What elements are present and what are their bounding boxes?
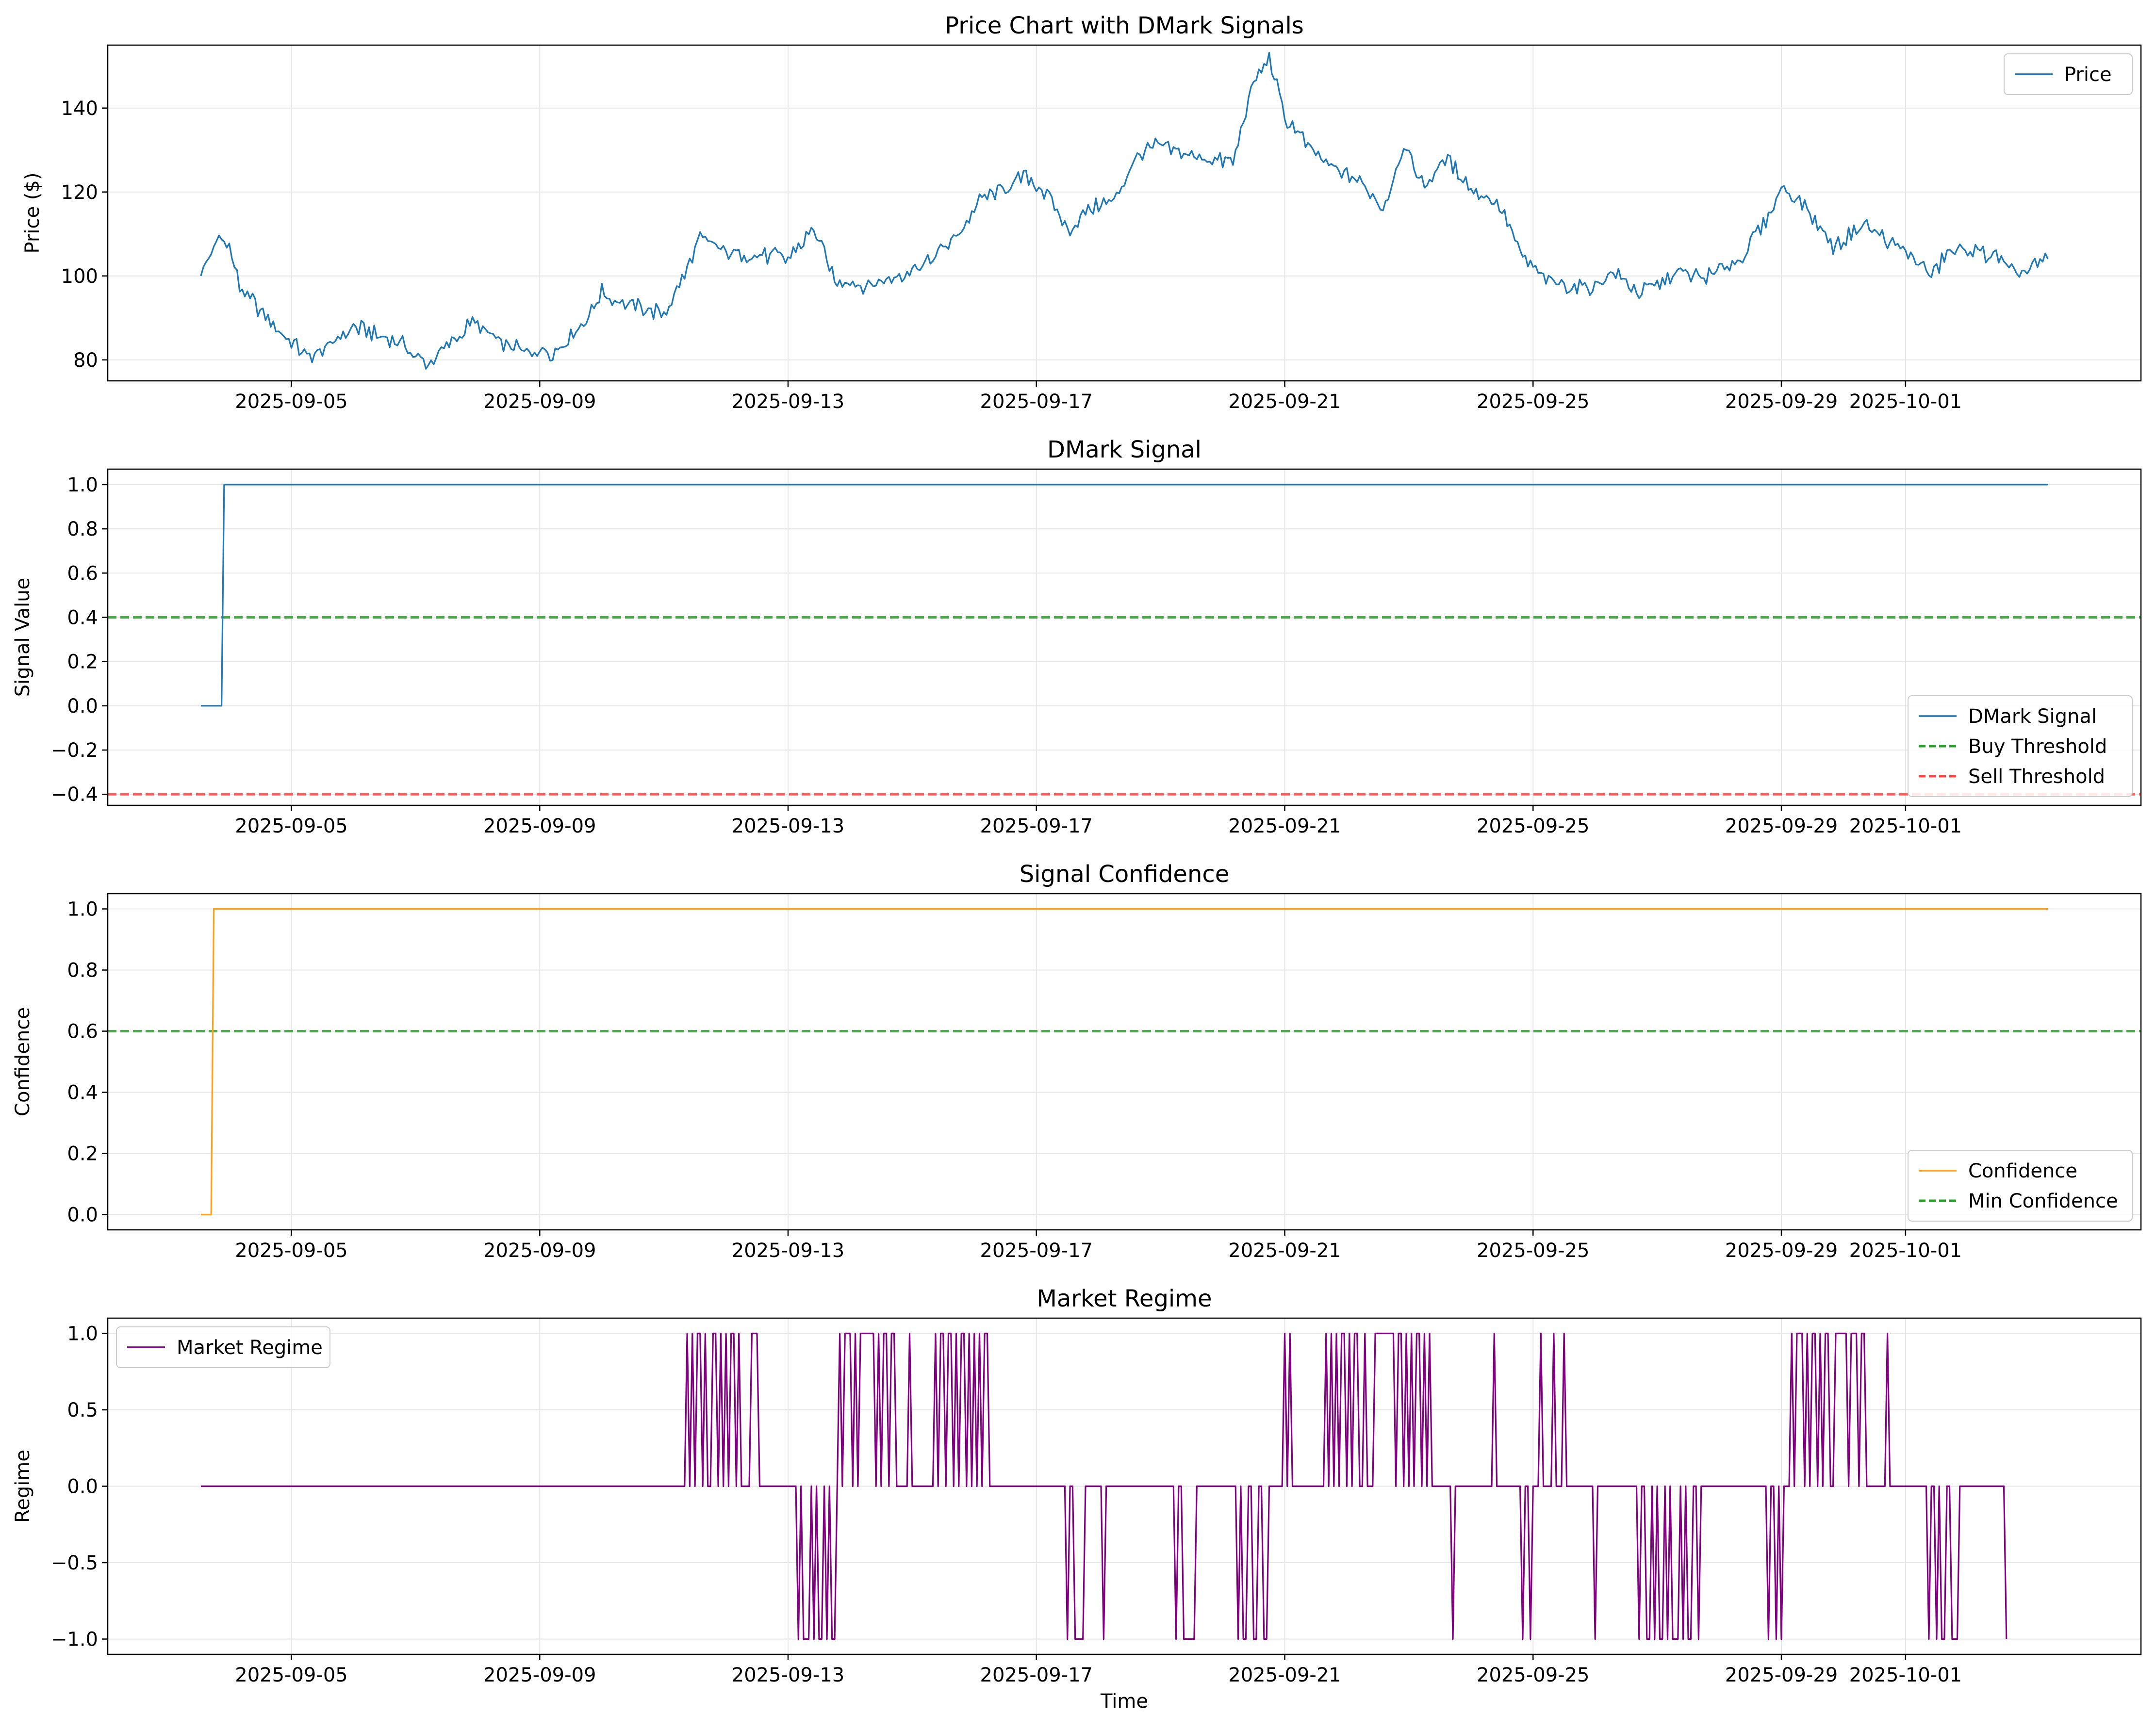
series-line-price <box>200 51 2049 370</box>
x-tick-label: 2025-09-29 <box>1725 815 1838 837</box>
y-tick-label: 0.4 <box>67 1082 98 1104</box>
y-tick-label: 0.2 <box>67 1143 98 1165</box>
legend: Confidence Min Confidence <box>1908 1150 2133 1222</box>
y-tick-label: 0.0 <box>67 1204 98 1226</box>
legend-label: Confidence <box>1968 1160 2077 1182</box>
y-tick-label: 0.0 <box>67 1476 98 1498</box>
x-tick-label: 2025-09-25 <box>1477 815 1589 837</box>
legend-label: Buy Threshold <box>1968 735 2107 758</box>
subplot-title: Signal Confidence <box>1020 861 1230 888</box>
legend-label: Min Confidence <box>1968 1190 2118 1212</box>
y-tick-label: −0.5 <box>51 1552 98 1574</box>
y-tick-label: 1.0 <box>67 474 98 496</box>
legend-label: Market Regime <box>177 1337 323 1359</box>
x-tick-label: 2025-09-13 <box>732 1664 844 1686</box>
y-tick-label: 0.4 <box>67 606 98 629</box>
x-tick-label: 2025-09-13 <box>732 815 844 837</box>
y-tick-label: −0.2 <box>51 739 98 762</box>
y-tick-label: 0.2 <box>67 651 98 673</box>
y-tick-label: 140 <box>61 98 98 120</box>
y-axis-label: Confidence <box>12 1007 34 1116</box>
x-tick-label: 2025-09-13 <box>732 1240 844 1262</box>
x-tick-label: 2025-09-17 <box>980 815 1093 837</box>
y-tick-label: 0.5 <box>67 1399 98 1421</box>
legend-box <box>1908 1150 2133 1222</box>
y-tick-label: 80 <box>73 349 98 372</box>
x-tick-label: 2025-09-25 <box>1477 391 1589 413</box>
x-tick-label: 2025-09-21 <box>1228 1240 1341 1262</box>
x-tick-label: 2025-09-29 <box>1725 1240 1838 1262</box>
x-tick-label: 2025-10-01 <box>1849 1664 1962 1686</box>
x-tick-label: 2025-09-09 <box>483 1664 596 1686</box>
x-tick-label: 2025-09-21 <box>1228 1664 1341 1686</box>
subplot-title: Price Chart with DMark Signals <box>945 12 1304 39</box>
y-tick-label: 0.0 <box>67 695 98 718</box>
y-tick-label: −0.4 <box>51 784 98 806</box>
axes-frame <box>107 468 2142 806</box>
y-tick-label: 1.0 <box>67 898 98 921</box>
legend-label: DMark Signal <box>1968 705 2097 728</box>
x-tick-label: 2025-10-01 <box>1849 1240 1962 1262</box>
y-tick-label: 1.0 <box>67 1323 98 1345</box>
y-tick-label: 0.8 <box>67 960 98 982</box>
x-tick-label: 2025-09-17 <box>980 1664 1093 1686</box>
x-tick-label: 2025-09-09 <box>483 391 596 413</box>
series-line-confidence <box>200 908 2048 1216</box>
y-tick-label: 100 <box>61 265 98 288</box>
y-tick-label: 0.6 <box>67 1021 98 1043</box>
x-tick-label: 2025-09-25 <box>1477 1664 1589 1686</box>
x-tick-label: 2025-09-05 <box>235 1240 347 1262</box>
y-tick-label: 0.8 <box>67 518 98 540</box>
legend: Price <box>2004 53 2133 95</box>
x-tick-label: 2025-09-17 <box>980 391 1093 413</box>
legend: DMark Signal Buy Threshold Sell Threshold <box>1908 695 2133 797</box>
x-tick-label: 2025-09-05 <box>235 391 347 413</box>
y-tick-label: 120 <box>61 181 98 204</box>
legend-label: Sell Threshold <box>1968 766 2105 788</box>
subplot-title: Market Regime <box>1037 1285 1212 1312</box>
x-axis-label: Time <box>1100 1690 1148 1713</box>
axes-frame <box>107 893 2142 1231</box>
x-tick-label: 2025-09-21 <box>1228 815 1341 837</box>
legend: Market Regime <box>116 1326 330 1368</box>
x-tick-label: 2025-10-01 <box>1849 391 1962 413</box>
x-tick-label: 2025-09-17 <box>980 1240 1093 1262</box>
y-tick-label: 0.6 <box>67 562 98 585</box>
subplot-4: 2025-09-05 2025-09-09 2025-09-13 2025-09-17… <box>12 1285 2142 1713</box>
subplot-3: 2025-09-05 2025-09-09 2025-09-13 2025-09-17… <box>12 861 2142 1262</box>
y-axis-label: Price ($) <box>21 173 44 254</box>
series-line-dmark-signal <box>200 484 2048 707</box>
subplot-2: 2025-09-05 2025-09-09 2025-09-13 2025-09-17… <box>12 436 2142 837</box>
x-tick-label: 2025-10-01 <box>1849 815 1962 837</box>
legend-box <box>116 1326 330 1368</box>
x-tick-label: 2025-09-05 <box>235 1664 347 1686</box>
x-tick-label: 2025-09-21 <box>1228 391 1341 413</box>
x-tick-label: 2025-09-09 <box>483 1240 596 1262</box>
x-tick-label: 2025-09-29 <box>1725 1664 1838 1686</box>
x-tick-label: 2025-09-09 <box>483 815 596 837</box>
legend-box <box>2004 53 2133 95</box>
legend-label: Price <box>2064 64 2112 86</box>
y-axis-label: Regime <box>12 1450 34 1523</box>
subplot-1: 2025-09-05 2025-09-09 2025-09-13 2025-09-17… <box>21 12 2142 413</box>
x-tick-label: 2025-09-25 <box>1477 1240 1589 1262</box>
x-tick-label: 2025-09-29 <box>1725 391 1838 413</box>
legend-box <box>1908 695 2133 797</box>
y-tick-label: −1.0 <box>51 1629 98 1651</box>
series-line-market-regime <box>200 1332 2008 1640</box>
x-tick-label: 2025-09-05 <box>235 815 347 837</box>
y-axis-label: Signal Value <box>12 578 34 697</box>
axes-frame <box>107 44 2142 382</box>
subplot-title: DMark Signal <box>1047 436 1201 463</box>
x-tick-label: 2025-09-13 <box>732 391 844 413</box>
